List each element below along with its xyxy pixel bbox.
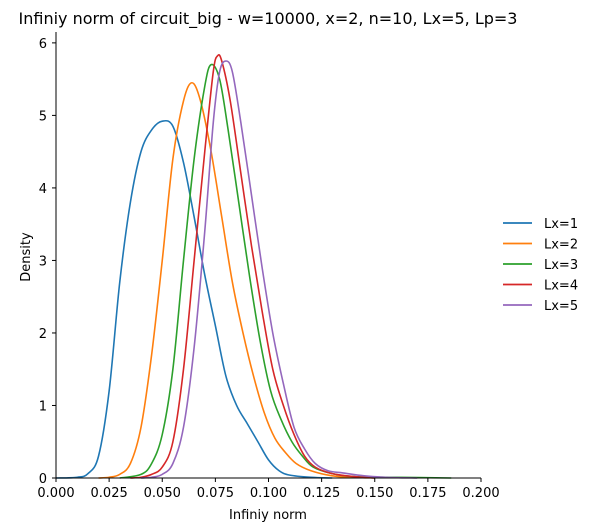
x-tick-label: 0.025	[91, 486, 128, 501]
series-line-4	[130, 53, 375, 479]
chart-title: Infiniy norm of circuit_big - w=10000, x…	[19, 9, 518, 29]
y-tick-label: 0	[39, 472, 47, 487]
legend-label: Lx=5	[544, 299, 578, 314]
y-tick-label: 4	[39, 182, 47, 197]
x-tick-label: 0.050	[144, 486, 181, 501]
y-tick-label: 6	[39, 37, 47, 52]
legend: Lx=1 Lx=2 Lx=3 Lx=4 Lx=5	[503, 217, 578, 314]
y-axis: 0 1 2 3 4 5 6	[39, 37, 56, 487]
legend-label: Lx=1	[544, 217, 578, 232]
x-tick-label: 0.125	[303, 486, 340, 501]
y-tick-label: 2	[39, 327, 47, 342]
x-tick-label: 0.075	[197, 486, 234, 501]
x-tick-label: 0.200	[462, 486, 499, 501]
legend-label: Lx=4	[544, 279, 578, 294]
x-tick-label: 0.150	[356, 486, 393, 501]
series-line-1	[55, 119, 333, 479]
legend-label: Lx=3	[544, 258, 578, 273]
y-axis-label: Density	[19, 232, 34, 282]
x-axis-label: Infiniy norm	[229, 508, 307, 523]
legend-label: Lx=2	[544, 238, 578, 253]
plot-area	[55, 32, 481, 479]
y-tick-label: 5	[39, 109, 47, 124]
x-tick-label: 0.175	[409, 486, 446, 501]
x-tick-label: 0.100	[250, 486, 287, 501]
y-tick-label: 3	[39, 254, 47, 269]
x-tick-label: 0.000	[37, 486, 74, 501]
series-line-2	[98, 81, 375, 479]
y-tick-label: 1	[39, 399, 47, 414]
x-axis: 0.000 0.025 0.050 0.075 0.100 0.125 0.150 0.175…	[37, 478, 500, 501]
series-line-3	[119, 63, 452, 479]
series-line-5	[140, 60, 418, 479]
